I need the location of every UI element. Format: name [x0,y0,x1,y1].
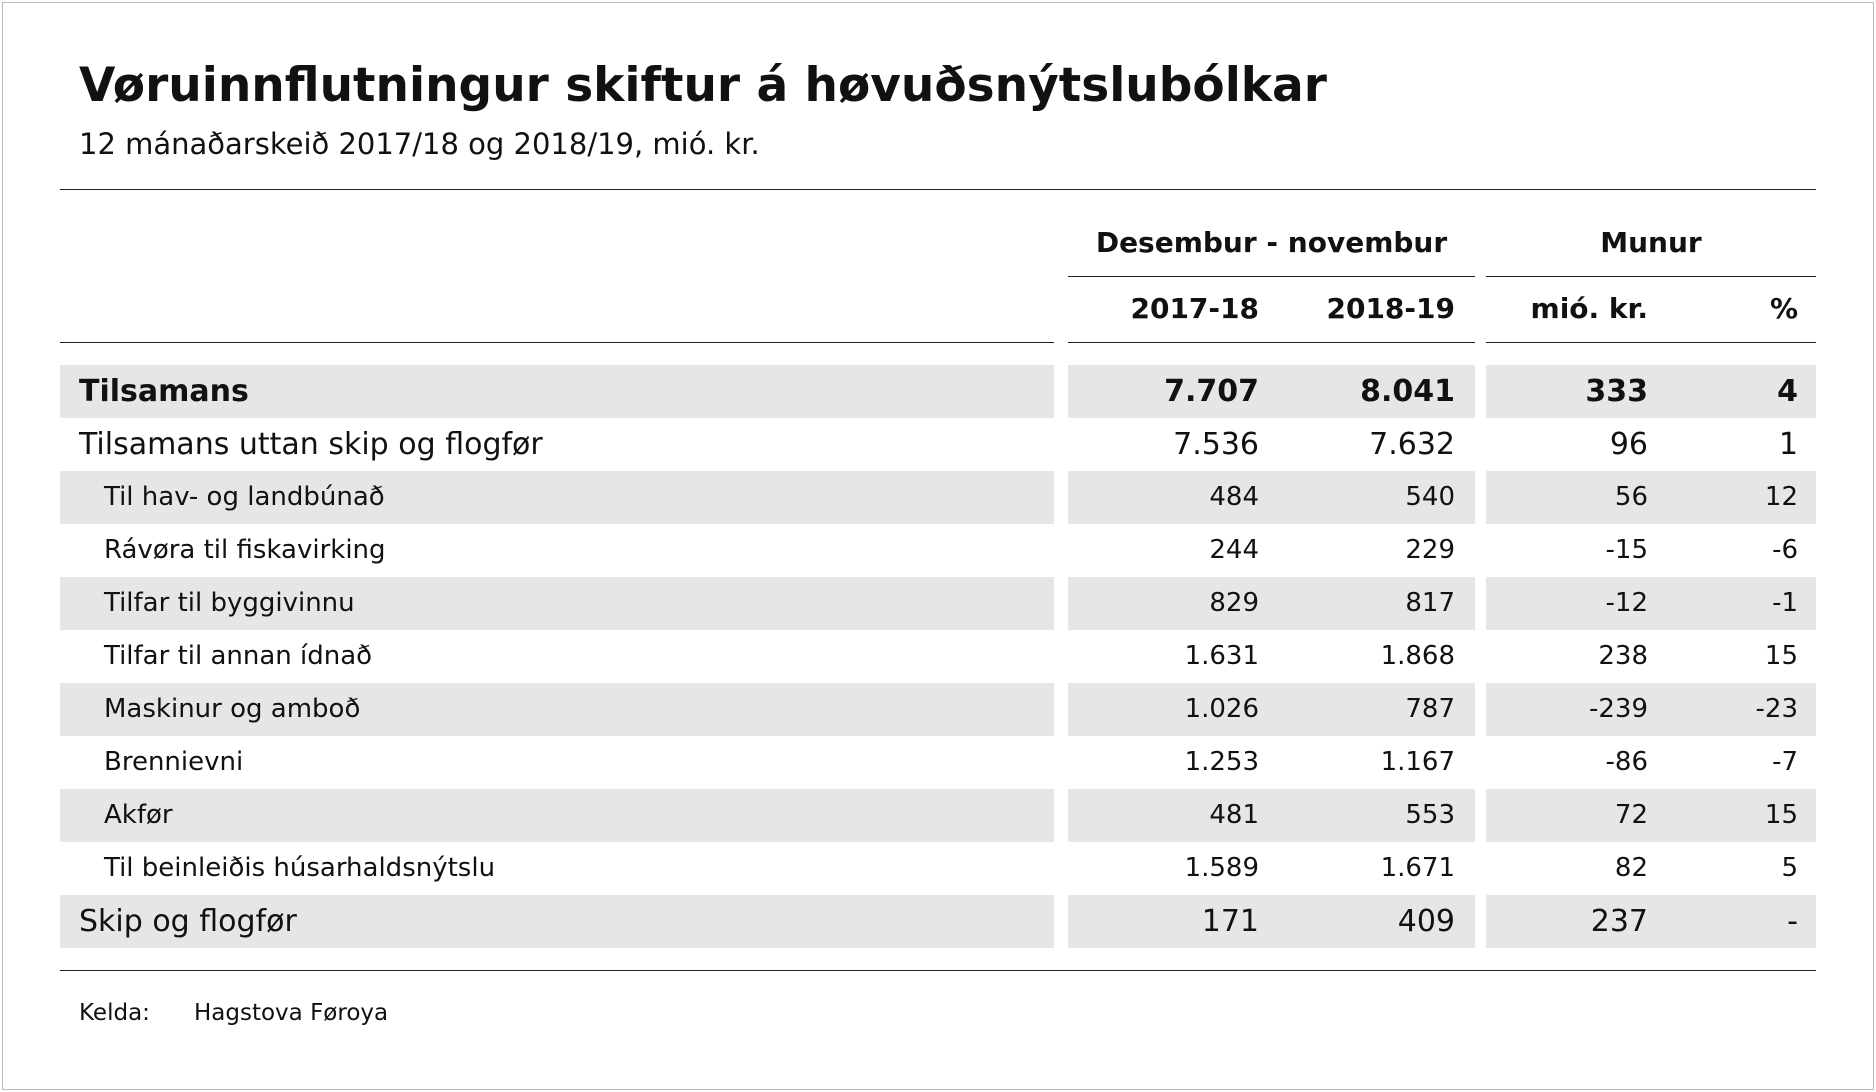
cell-value: 5 [1781,853,1798,883]
row-shade [1068,683,1475,736]
title: Vøruinnflutningur skiftur á høvuðsnýtslu… [79,58,1327,113]
cell-value: 333 [1585,374,1648,409]
row-shade [1068,895,1475,948]
cell-value: -1 [1772,588,1798,618]
column-header: 2017-18 [1130,292,1259,325]
cell-value: 409 [1397,904,1455,939]
cell-value: 1.868 [1380,641,1455,671]
row-label: Akfør [104,800,173,830]
row-shade [60,789,1054,842]
cell-value: 829 [1209,588,1259,618]
column-header: % [1769,292,1798,325]
row-shade [60,683,1054,736]
cell-value: -239 [1588,694,1648,724]
cell-value: 1.671 [1380,853,1455,883]
cell-value: 1 [1778,427,1798,462]
cell-value: 1.631 [1184,641,1259,671]
row-label: Tilsamans uttan skip og flogfør [79,427,543,462]
row-shade [60,471,1054,524]
cell-value: -15 [1605,535,1648,565]
cell-value: 7.632 [1369,427,1455,462]
row-shade [60,365,1054,418]
row-shade [1068,789,1475,842]
cell-value: 96 [1609,427,1648,462]
cell-value: 82 [1614,853,1648,883]
cell-value: -86 [1605,747,1648,777]
top-rule [60,189,1816,190]
cell-value: 238 [1598,641,1648,671]
bottom-rule [60,970,1816,971]
cell-value: 7.536 [1173,427,1259,462]
cell-value: -12 [1605,588,1648,618]
row-label: Tilsamans [79,374,249,409]
row-shade [1486,683,1816,736]
cell-value: 1.589 [1184,853,1259,883]
cell-value: - [1787,904,1798,939]
cell-value: 1.167 [1380,747,1455,777]
group-header: Desembur - novembur [1095,226,1448,259]
header-rule [1068,342,1475,343]
row-shade [1486,577,1816,630]
row-shade [1068,365,1475,418]
row-shade [1486,789,1816,842]
row-shade [1486,895,1816,948]
group-rule [1486,276,1816,277]
subtitle: 12 mánaðarskeið 2017/18 og 2018/19, mió.… [79,127,760,161]
group-header: Munur [1600,226,1702,259]
row-shade [1486,365,1816,418]
cell-value: 15 [1764,641,1798,671]
row-shade [1486,471,1816,524]
row-label: Rávøra til fiskavirking [104,535,386,565]
row-shade [1068,577,1475,630]
cell-value: 553 [1405,800,1455,830]
cell-value: 540 [1405,482,1455,512]
cell-value: 787 [1405,694,1455,724]
cell-value: 229 [1405,535,1455,565]
group-rule [1068,276,1475,277]
cell-value: 237 [1590,904,1648,939]
cell-value: 12 [1764,482,1798,512]
cell-value: 4 [1777,374,1798,409]
column-header: mió. kr. [1530,292,1648,325]
row-label: Til beinleiðis húsarhaldsnýtslu [104,853,496,883]
source: Hagstova Føroya [194,1000,389,1026]
row-shade [60,577,1054,630]
row-label: Tilfar til byggivinnu [104,588,355,618]
cell-value: 7.707 [1164,374,1259,409]
cell-value: 1.026 [1184,694,1259,724]
cell-value: 817 [1405,588,1455,618]
header-rule [1486,342,1816,343]
row-label: Brennievni [104,747,244,777]
header-rule [60,342,1054,343]
cell-value: -23 [1755,694,1798,724]
row-shade [60,895,1054,948]
cell-value: 8.041 [1360,374,1455,409]
row-label: Til hav- og landbúnað [104,482,385,512]
cell-value: -7 [1772,747,1798,777]
cell-value: 481 [1209,800,1259,830]
cell-value: 15 [1764,800,1798,830]
cell-value: 72 [1614,800,1648,830]
cell-value: 484 [1209,482,1259,512]
cell-value: 244 [1209,535,1259,565]
row-label: Skip og flogfør [79,904,297,939]
cell-value: -6 [1772,535,1798,565]
cell-value: 56 [1614,482,1648,512]
row-shade [1068,471,1475,524]
column-header: 2018-19 [1326,292,1455,325]
cell-value: 1.253 [1184,747,1259,777]
source-label: Kelda: [79,1000,150,1026]
row-label: Tilfar til annan ídnað [104,641,373,671]
row-label: Maskinur og amboð [104,694,361,724]
cell-value: 171 [1201,904,1259,939]
